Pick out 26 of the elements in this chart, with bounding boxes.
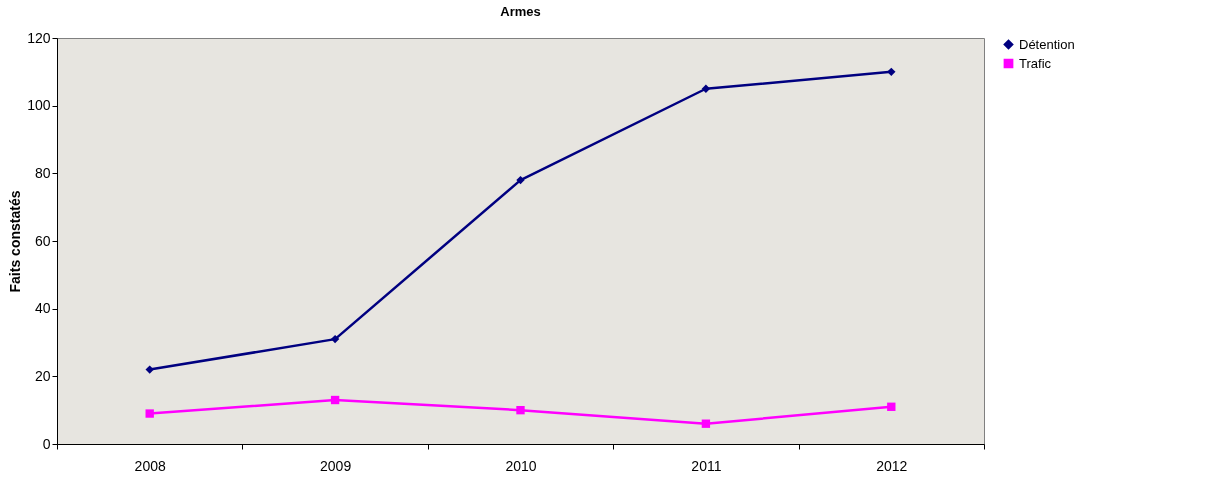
legend-label: Trafic <box>1019 55 1052 71</box>
x-tick-label: 2011 <box>691 457 722 474</box>
x-tick-label: 2009 <box>320 457 352 474</box>
y-tick-label: 40 <box>34 300 51 317</box>
point <box>887 67 896 77</box>
chart-title: Armes <box>500 4 541 19</box>
x-tick-label: 2010 <box>505 457 537 474</box>
x-tick-label: 2008 <box>134 457 166 474</box>
point <box>887 402 896 411</box>
legend-label: Détention <box>1019 36 1075 52</box>
y-tick-label: 120 <box>27 29 51 46</box>
point <box>516 405 525 415</box>
point <box>145 365 154 374</box>
point <box>701 419 711 428</box>
x-tick-label: 2012 <box>876 457 908 474</box>
point <box>701 84 711 93</box>
y-tick-label: 60 <box>34 232 51 249</box>
y-tick-label: 20 <box>34 367 51 384</box>
point <box>145 409 154 418</box>
point <box>330 395 340 405</box>
y-tick-label: 100 <box>27 97 51 114</box>
y-axis-title: Faits constatés <box>7 190 24 293</box>
point <box>330 334 340 344</box>
y-tick-label: 80 <box>34 164 51 181</box>
y-tick-label: 0 <box>42 435 51 452</box>
point <box>516 175 525 185</box>
